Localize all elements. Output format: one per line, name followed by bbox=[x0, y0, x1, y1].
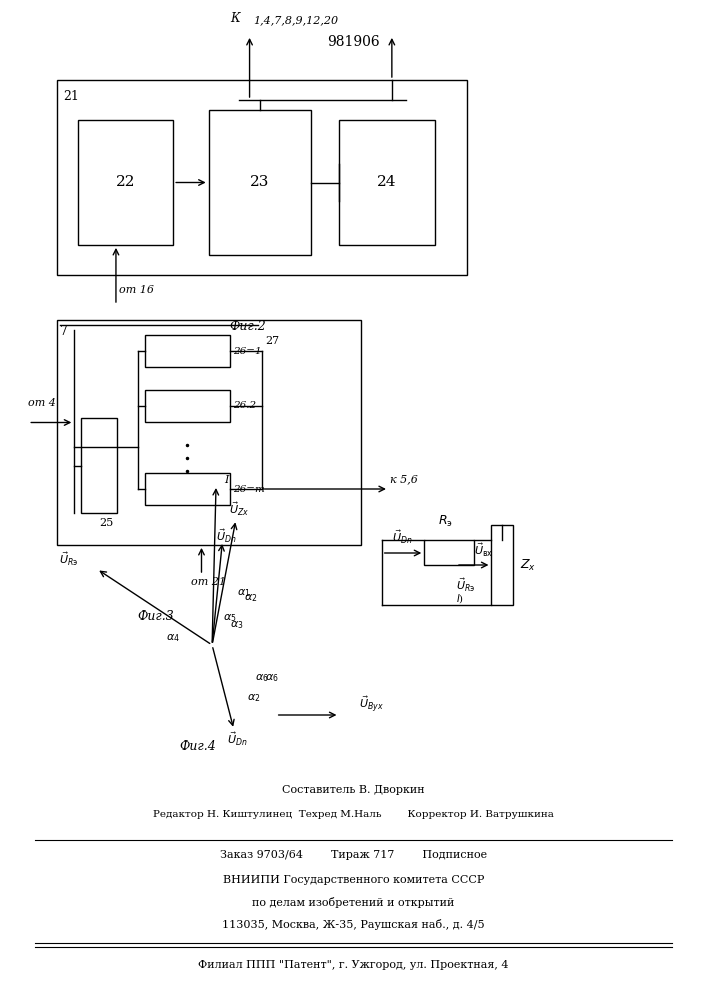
Bar bbox=[209, 110, 311, 255]
Bar bbox=[339, 120, 435, 245]
Text: ВНИИПИ Государственного комитета СССР: ВНИИПИ Государственного комитета СССР bbox=[223, 875, 484, 885]
Text: $\vec{U}_{R\mathsf{э}}$: $\vec{U}_{R\mathsf{э}}$ bbox=[59, 550, 78, 568]
Text: 981906: 981906 bbox=[327, 35, 380, 49]
Text: 113035, Москва, Ж-35, Раушская наб., д. 4/5: 113035, Москва, Ж-35, Раушская наб., д. … bbox=[222, 919, 485, 930]
Text: $\vec{U}_{Dn}$: $\vec{U}_{Dn}$ bbox=[216, 527, 236, 545]
Text: 21: 21 bbox=[64, 90, 79, 103]
Text: 22: 22 bbox=[116, 176, 135, 190]
Text: $\vec{U}_{R\mathsf{э}}$: $\vec{U}_{R\mathsf{э}}$ bbox=[456, 576, 475, 594]
Text: $\alpha_5$: $\alpha_5$ bbox=[223, 612, 236, 624]
Bar bbox=[145, 390, 230, 422]
Text: $\alpha_2$: $\alpha_2$ bbox=[247, 692, 261, 704]
Text: 23: 23 bbox=[250, 176, 269, 190]
Bar bbox=[424, 540, 474, 565]
Text: $\vec{U}_{Dn}$: $\vec{U}_{Dn}$ bbox=[227, 731, 247, 748]
Text: от 21: от 21 bbox=[191, 577, 226, 587]
Text: 26=m: 26=m bbox=[233, 485, 265, 493]
Text: 24: 24 bbox=[378, 176, 397, 190]
Bar bbox=[145, 335, 230, 367]
Text: Составитель В. Дворкин: Составитель В. Дворкин bbox=[282, 785, 425, 795]
Text: Заказ 9703/64        Тираж 717        Подписное: Заказ 9703/64 Тираж 717 Подписное bbox=[220, 850, 487, 860]
Text: $\vec{U}_{Dn}$: $\vec{U}_{Dn}$ bbox=[392, 528, 413, 546]
Text: Фиг.3: Фиг.3 bbox=[137, 610, 174, 623]
Text: 26.2: 26.2 bbox=[233, 401, 257, 410]
Text: К: К bbox=[230, 12, 240, 25]
Text: от 4: от 4 bbox=[28, 397, 56, 408]
Text: 1,4,7,8,9,12,20: 1,4,7,8,9,12,20 bbox=[253, 15, 338, 25]
Text: $\vec{U}_{Byx}$: $\vec{U}_{Byx}$ bbox=[358, 695, 384, 715]
Text: Редактор Н. Киштулинец  Техред М.Наль        Корректор И. Ватрушкина: Редактор Н. Киштулинец Техред М.Наль Кор… bbox=[153, 810, 554, 819]
Text: Фиг.2: Фиг.2 bbox=[229, 320, 266, 333]
Text: $\vec{U}_{\mathsf{вх}}$: $\vec{U}_{\mathsf{вх}}$ bbox=[474, 541, 493, 559]
Text: $\alpha_1$: $\alpha_1$ bbox=[237, 587, 250, 599]
Text: 26=1: 26=1 bbox=[233, 347, 262, 356]
Text: 27: 27 bbox=[265, 336, 279, 346]
Text: 7: 7 bbox=[60, 325, 68, 338]
Text: $\alpha_6$: $\alpha_6$ bbox=[265, 672, 279, 684]
Bar bbox=[81, 418, 117, 513]
Text: $\vec{U}_{Zx}$: $\vec{U}_{Zx}$ bbox=[229, 501, 250, 518]
Text: к 5,6: к 5,6 bbox=[390, 474, 418, 484]
Bar bbox=[78, 120, 173, 245]
Text: по делам изобретений и открытий: по делам изобретений и открытий bbox=[252, 897, 455, 908]
Text: $\alpha_2$: $\alpha_2$ bbox=[244, 592, 257, 604]
Text: $R_\mathsf{э}$: $R_\mathsf{э}$ bbox=[438, 514, 453, 529]
Bar bbox=[145, 473, 230, 505]
Bar bbox=[57, 320, 361, 545]
Text: Фиг.4: Фиг.4 bbox=[180, 740, 216, 753]
Text: $Z_x$: $Z_x$ bbox=[520, 557, 536, 573]
Bar bbox=[491, 525, 513, 605]
Text: $I$): $I$) bbox=[456, 593, 464, 605]
Text: от 16: от 16 bbox=[119, 285, 155, 295]
Text: $\alpha_6$: $\alpha_6$ bbox=[255, 672, 268, 684]
Text: $\alpha_4$: $\alpha_4$ bbox=[166, 632, 180, 644]
Text: I: I bbox=[224, 475, 229, 485]
Text: Филиал ППП "Патент", г. Ужгород, ул. Проектная, 4: Филиал ППП "Патент", г. Ужгород, ул. Про… bbox=[198, 960, 509, 970]
Text: $\alpha_3$: $\alpha_3$ bbox=[230, 619, 243, 631]
Bar bbox=[57, 80, 467, 275]
Text: 25: 25 bbox=[99, 518, 113, 528]
